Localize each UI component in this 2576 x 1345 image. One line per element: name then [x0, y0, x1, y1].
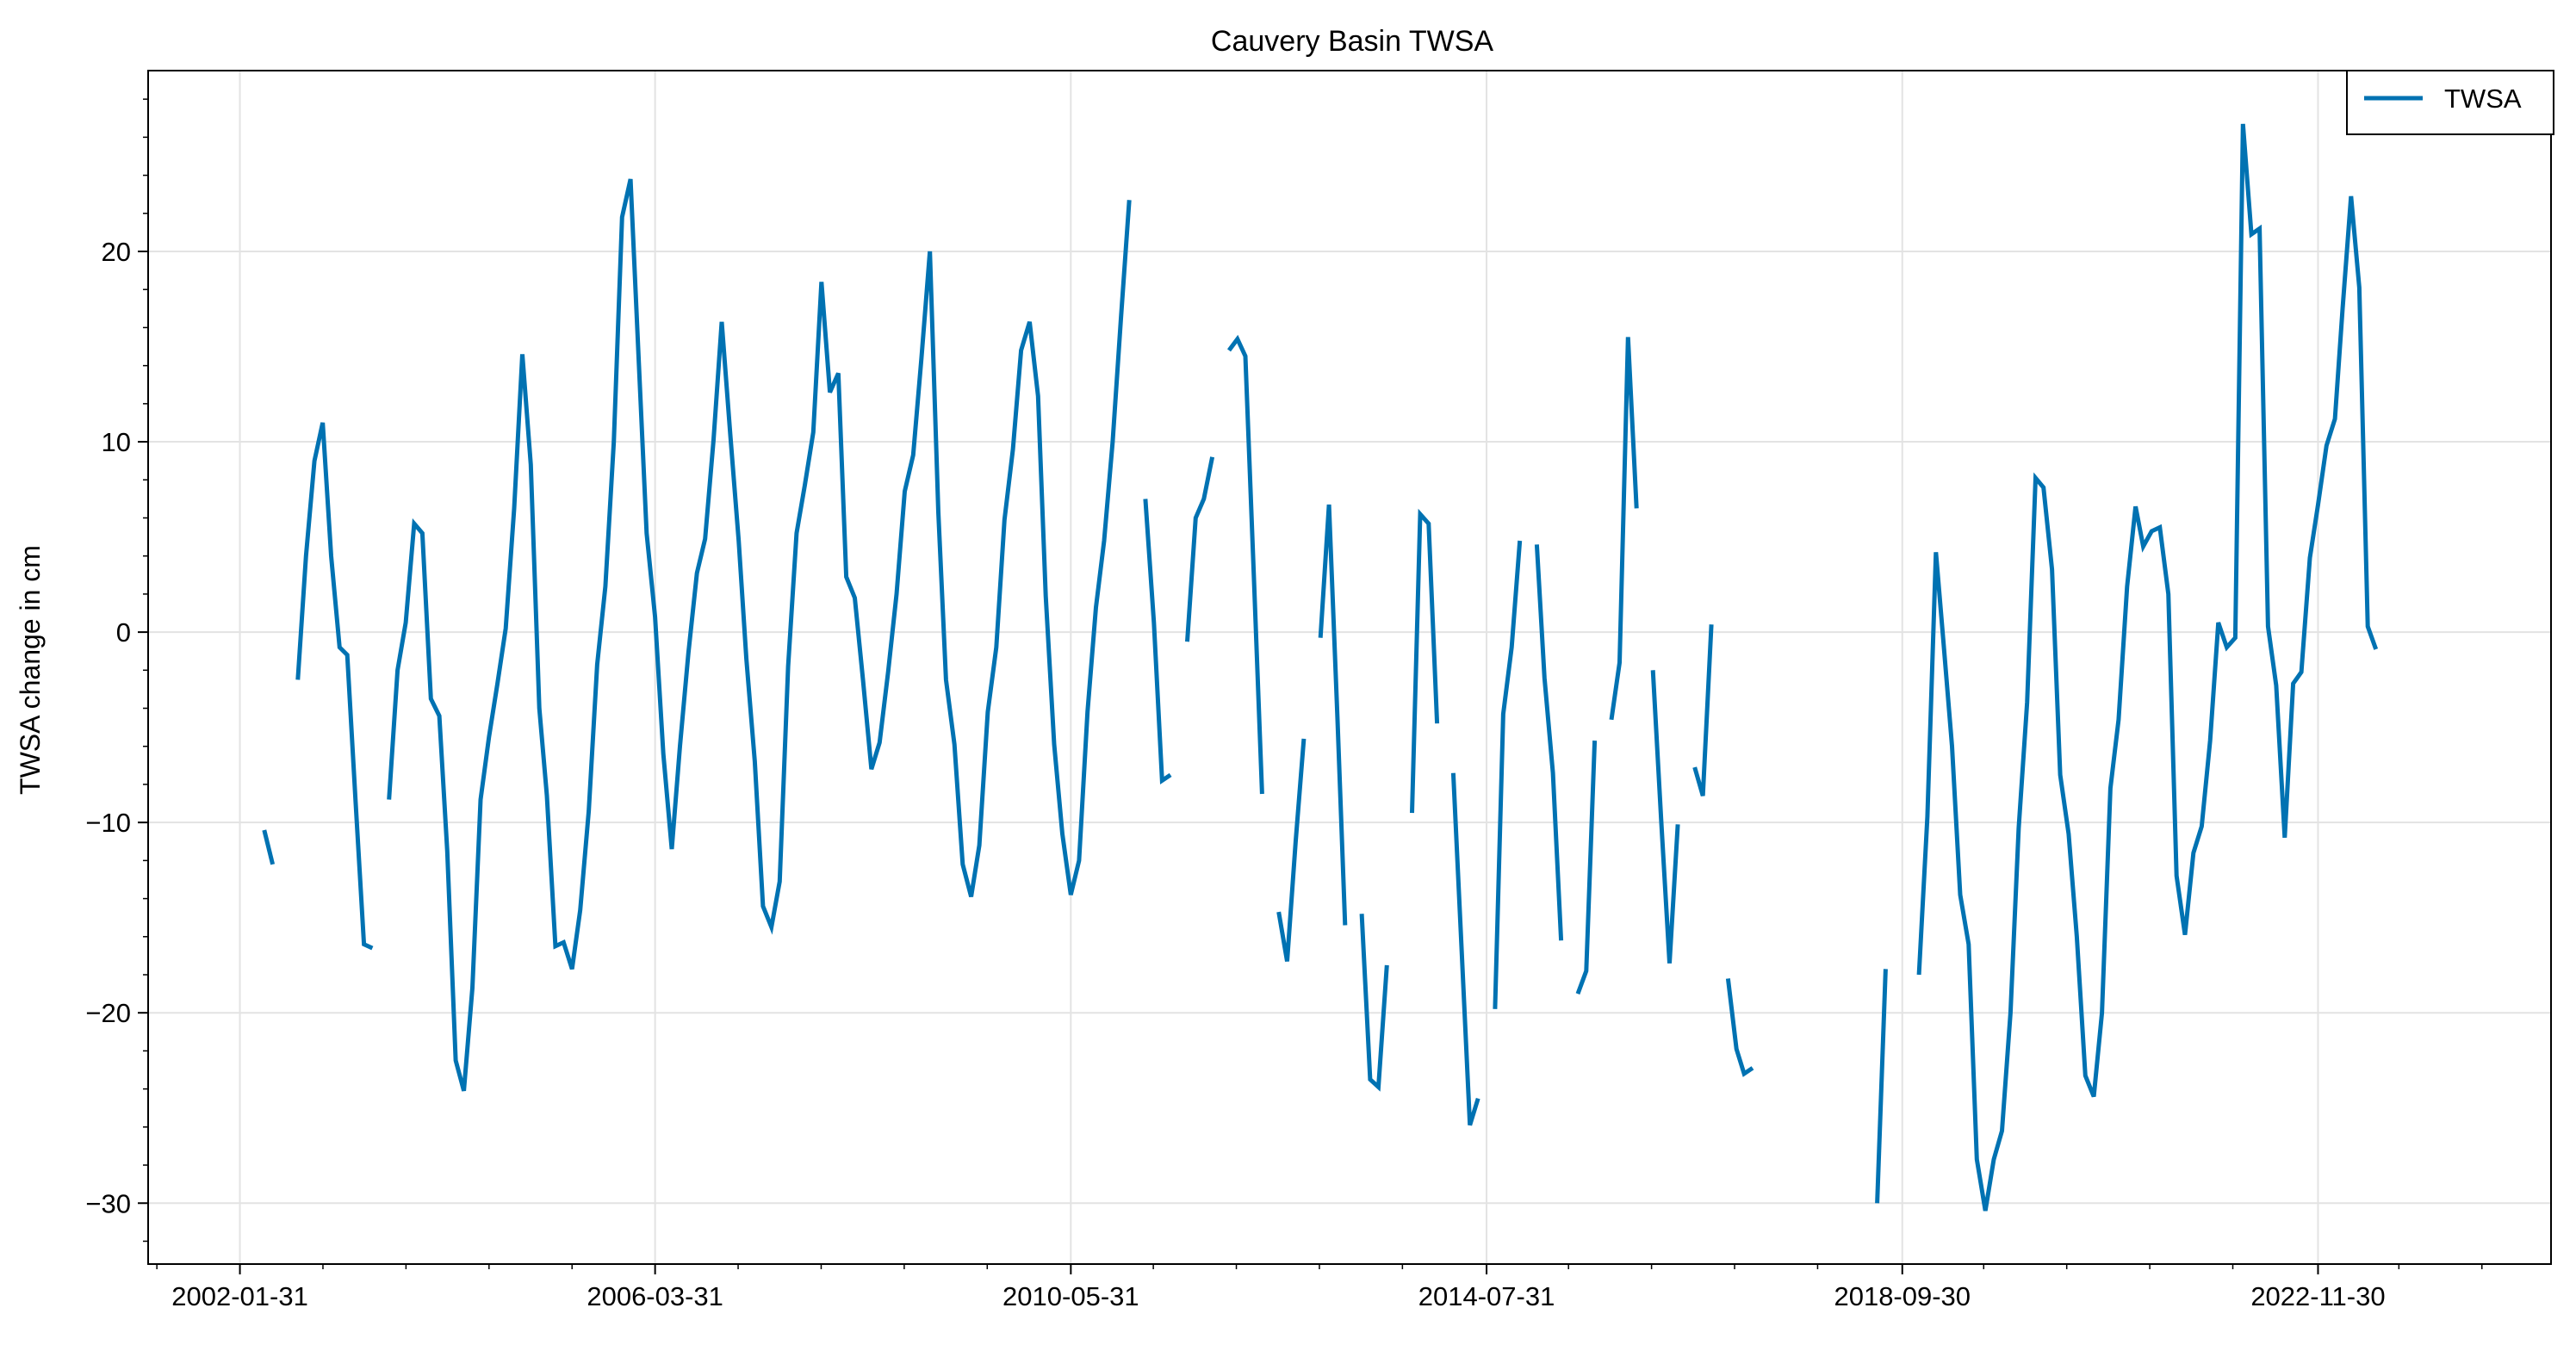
- series-line-segment: [1692, 624, 1714, 796]
- series-line-segment: [387, 178, 1132, 1092]
- legend-label: TWSA: [2444, 84, 2522, 114]
- series-line-segment: [1410, 508, 1440, 814]
- y-tick-label: −20: [85, 998, 131, 1028]
- x-tick-label: 2006-03-31: [587, 1281, 723, 1311]
- x-tick-label: 2014-07-31: [1418, 1281, 1555, 1311]
- x-tick-label: 2010-05-31: [1002, 1281, 1139, 1311]
- y-tick-label: −10: [85, 808, 131, 838]
- series-line-segment: [1575, 741, 1598, 995]
- legend-box: [2346, 70, 2554, 135]
- series-line-segment: [1226, 334, 1264, 795]
- series-line-segment: [1318, 504, 1348, 926]
- y-tick-label: 20: [102, 237, 131, 267]
- series-line-segment: [1534, 544, 1564, 941]
- series-line-segment: [1276, 738, 1307, 962]
- series-line-segment: [1493, 540, 1523, 1009]
- series-line-segment: [1450, 772, 1480, 1126]
- series-line-segment: [1359, 914, 1389, 1092]
- x-tick-label: 2022-11-30: [2250, 1281, 2385, 1311]
- series-line-segment: [1650, 670, 1680, 964]
- series-line-segment: [262, 829, 276, 865]
- series-twsa: [262, 123, 2379, 1212]
- series-line-segment: [1916, 123, 2379, 1212]
- y-tick-label: 0: [116, 617, 131, 648]
- y-tick-label: 10: [102, 427, 131, 457]
- series-line-segment: [1875, 969, 1888, 1204]
- x-tick-label: 2018-09-30: [1834, 1281, 1971, 1311]
- x-tick-label: 2002-01-31: [171, 1281, 308, 1311]
- series-line-segment: [1143, 499, 1172, 785]
- chart-title: Cauvery Basin TWSA: [1211, 25, 1493, 58]
- y-tick-label: −30: [85, 1188, 131, 1218]
- series-line-segment: [1725, 978, 1754, 1077]
- series-line-segment: [295, 422, 374, 951]
- legend: TWSA: [2346, 70, 2554, 135]
- plot-frame: [147, 70, 2552, 1265]
- axes: 20 10 0 −10 −20 −30 2002-01-31 2006-03-31 2010-0…: [85, 70, 2552, 1311]
- grid-lines: [148, 71, 2551, 1264]
- series-line-segment: [1609, 337, 1639, 721]
- y-axis-title: TWSA change in cm: [15, 545, 46, 795]
- series-line-segment: [1185, 456, 1215, 642]
